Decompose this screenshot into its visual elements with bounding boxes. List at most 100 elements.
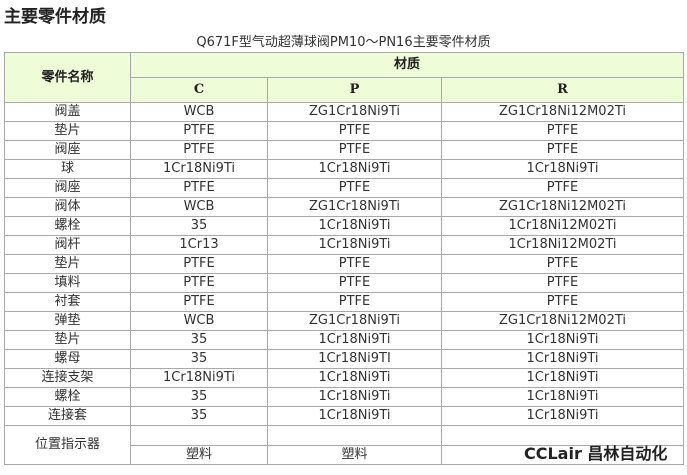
part-name-cell: 衬套 [4, 292, 131, 312]
material-cell: 1Cr18Ni9TI [267, 349, 442, 369]
table-row: 塑料 塑料 [5, 445, 684, 465]
material-cell: PTFE [130, 292, 268, 312]
material-cell: 1Cr18Ni9Ti [441, 368, 684, 388]
material-cell: 1Cr18Ni12M02Ti [441, 216, 684, 236]
material-cell: PTFE [441, 273, 684, 293]
part-name-cell: 连接支架 [4, 368, 131, 388]
table-row: 阀座 PTFE PTFE PTFE [4, 178, 684, 198]
material-cell: 塑料 [267, 445, 442, 465]
material-cell: 塑料 [130, 445, 268, 465]
table-row: 弹垫 WCB ZG1Cr18Ni9Ti ZG1Cr18Ni12M02Ti [4, 311, 684, 331]
material-cell: ZG1Cr18Ni12M02Ti [441, 102, 684, 122]
header-p: P [267, 77, 442, 103]
material-cell: PTFE [130, 140, 268, 160]
header-part-name: 零件名称 [4, 52, 131, 103]
material-cell: 1Cr18Ni9Ti [441, 349, 684, 369]
material-cell: ZG1Cr18Ni9Ti [267, 311, 442, 331]
material-cell: 35 [130, 330, 268, 350]
material-cell: ZG1Cr18Ni9Ti [267, 102, 442, 122]
material-cell: 1Cr18Ni9Ti [267, 216, 442, 236]
material-cell: WCB [130, 311, 268, 331]
material-cell: 35 [130, 406, 268, 426]
material-cell: PTFE [130, 273, 268, 293]
material-cell: 35 [130, 216, 268, 236]
material-cell: WCB [130, 197, 268, 217]
part-name-cell: 球 [4, 159, 131, 179]
part-name-cell: 位置指示器 [4, 425, 131, 465]
material-cell: 1Cr18Ni9Ti [441, 387, 684, 407]
material-cell: 1Cr18Ni9Ti [130, 368, 268, 388]
part-name-cell: 阀杆 [4, 235, 131, 255]
section-heading: 主要零件材质 [4, 7, 106, 27]
table-row: 球 1Cr18Ni9Ti 1Cr18Ni9Ti 1Cr18Ni9Ti [4, 159, 684, 179]
material-cell: PTFE [130, 254, 268, 274]
part-name-cell: 阀盖 [4, 102, 131, 122]
material-cell: PTFE [267, 178, 442, 198]
table-row: 连接支架 1Cr18Ni9Ti 1Cr18Ni9Ti 1Cr18Ni9Ti [4, 368, 684, 388]
part-name-cell: 垫片 [4, 330, 131, 350]
material-cell: PTFE [267, 254, 442, 274]
material-cell: PTFE [130, 121, 268, 141]
material-cell: 1Cr18Ni9Ti [267, 235, 442, 255]
table-row: 垫片 PTFE PTFE PTFE [4, 121, 684, 141]
material-cell: PTFE [441, 178, 684, 198]
material-cell: 1Cr18Ni9Ti [441, 159, 684, 179]
material-cell: 1Cr18Ni9Ti [267, 368, 442, 388]
material-cell: 1Cr18Ni12M02Ti [441, 235, 684, 255]
table-row: 连接套 35 1Cr18Ni9Ti 1Cr18Ni9Ti [4, 406, 684, 426]
material-cell: ZG1Cr18Ni12M02Ti [441, 311, 684, 331]
part-name-cell: 螺栓 [4, 216, 131, 236]
part-name-cell: 螺母 [4, 349, 131, 369]
material-cell: 1Cr18Ni9Ti [441, 330, 684, 350]
table-caption: Q671F型气动超薄球阀PM10～PN16主要零件材质 [196, 35, 491, 50]
material-cell: PTFE [267, 273, 442, 293]
materials-table: 零件名称 材质 C P R 阀盖 WCB ZG1Cr18Ni9Ti ZG1Cr18Ni… [4, 52, 684, 465]
material-cell: PTFE [130, 178, 268, 198]
part-name-cell: 螺栓 [4, 387, 131, 407]
part-name-cell: 弹垫 [4, 311, 131, 331]
header-c: C [130, 77, 268, 103]
table-row: 填料 PTFE PTFE PTFE [4, 273, 684, 293]
material-cell: 1Cr18Ni9Ti [267, 159, 442, 179]
table-row: 衬套 PTFE PTFE PTFE [4, 292, 684, 312]
table-row: 阀体 WCB ZG1Cr18Ni9Ti ZG1Cr18Ni12M02Ti [4, 197, 684, 217]
material-cell: PTFE [441, 254, 684, 274]
header-r: R [441, 77, 684, 103]
watermark-logo: CCLair 昌林自动化 [524, 444, 668, 463]
table-row: 螺母 35 1Cr18Ni9TI 1Cr18Ni9Ti [4, 349, 684, 369]
material-cell: 1Cr18Ni9Ti [130, 159, 268, 179]
part-name-cell: 阀座 [4, 178, 131, 198]
table-row: 阀杆 1Cr13 1Cr18Ni9Ti 1Cr18Ni12M02Ti [4, 235, 684, 255]
material-cell [441, 445, 684, 465]
empty-cell [267, 425, 442, 446]
material-cell: 1Cr13 [130, 235, 268, 255]
material-cell: PTFE [267, 292, 442, 312]
material-cell: WCB [130, 102, 268, 122]
material-cell: PTFE [267, 140, 442, 160]
part-name-cell: 阀体 [4, 197, 131, 217]
part-name-cell: 连接套 [4, 406, 131, 426]
part-name-cell: 阀座 [4, 140, 131, 160]
material-cell: 35 [130, 349, 268, 369]
empty-cell [130, 425, 268, 446]
table-row: 螺栓 35 1Cr18Ni9Ti 1Cr18Ni12M02Ti [4, 216, 684, 236]
material-cell: 1Cr18Ni9Ti [267, 387, 442, 407]
table-row: 垫片 PTFE PTFE PTFE [4, 254, 684, 274]
material-cell: PTFE [267, 121, 442, 141]
part-name-cell: 垫片 [4, 121, 131, 141]
material-cell: 1Cr18Ni9Ti [441, 406, 684, 426]
header-material: 材质 [130, 52, 684, 78]
material-cell: 35 [130, 387, 268, 407]
material-cell: PTFE [441, 121, 684, 141]
material-cell: PTFE [441, 140, 684, 160]
table-row: 螺栓 35 1Cr18Ni9Ti 1Cr18Ni9Ti [4, 387, 684, 407]
table-row: 阀盖 WCB ZG1Cr18Ni9Ti ZG1Cr18Ni12M02Ti [4, 102, 684, 122]
table-row: 阀座 PTFE PTFE PTFE [4, 140, 684, 160]
material-cell: 1Cr18Ni9Ti [267, 330, 442, 350]
material-cell: ZG1Cr18Ni12M02Ti [441, 197, 684, 217]
part-name-cell: 填料 [4, 273, 131, 293]
material-cell: PTFE [441, 292, 684, 312]
part-name-cell: 垫片 [4, 254, 131, 274]
table-row: 垫片 35 1Cr18Ni9Ti 1Cr18Ni9Ti [4, 330, 684, 350]
material-cell: 1Cr18Ni9Ti [267, 406, 442, 426]
